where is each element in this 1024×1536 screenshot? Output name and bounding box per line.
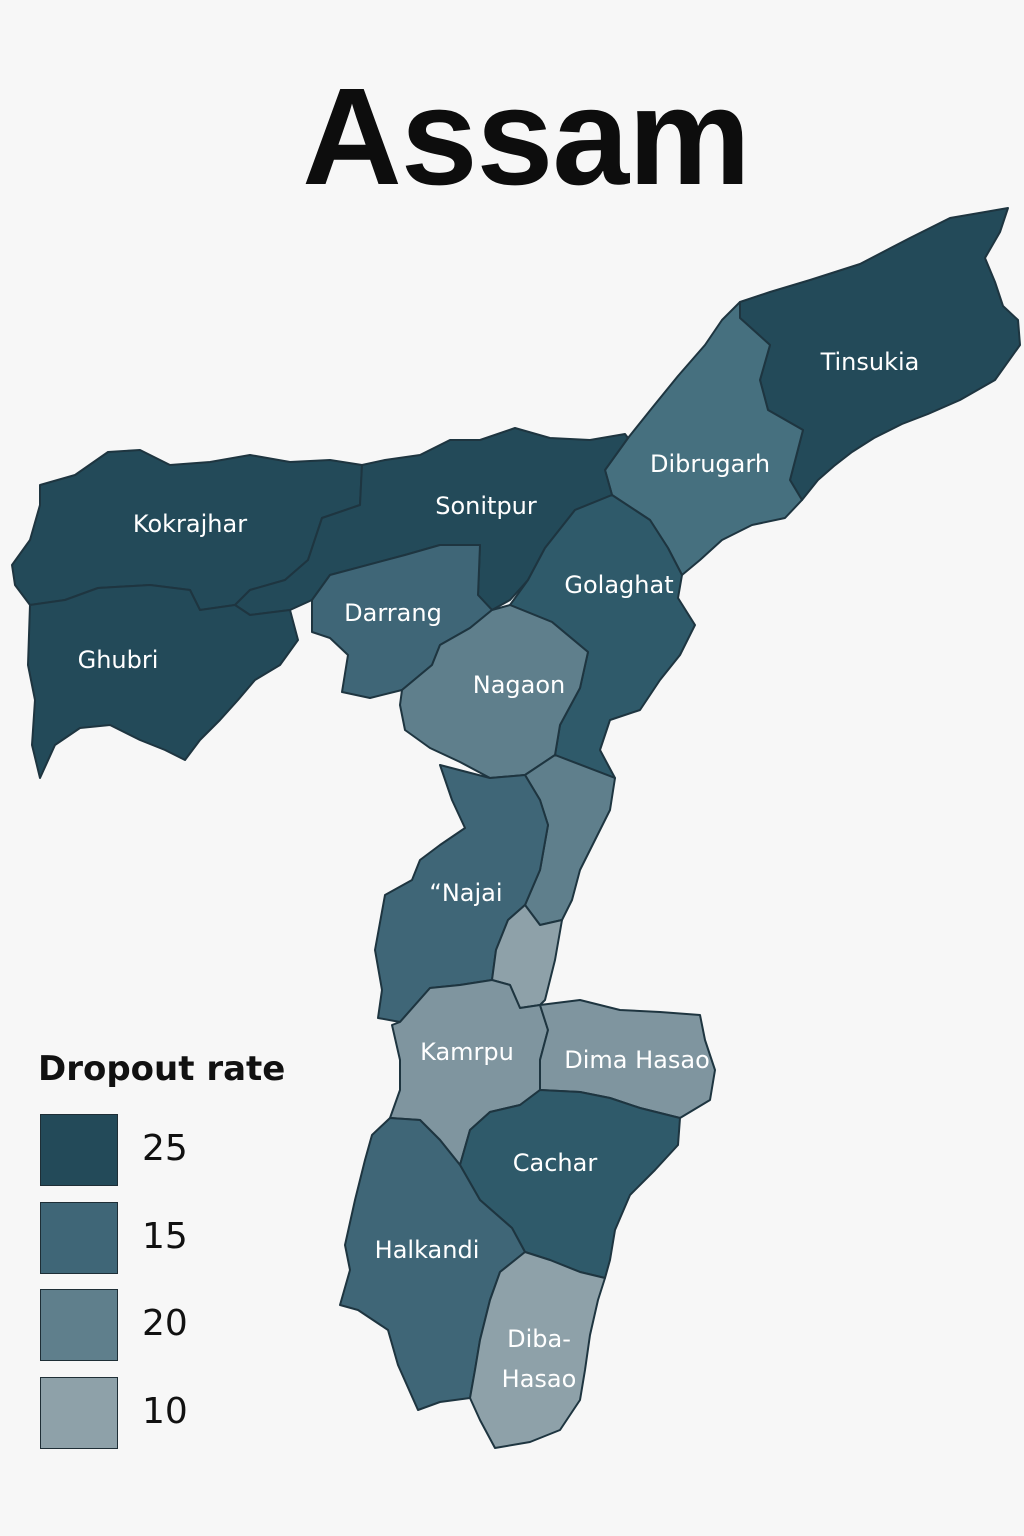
label-kamrpu: Kamrpu	[420, 1038, 514, 1066]
label-dibrugarh: Dibrugarh	[650, 450, 770, 478]
label-tinsukia: Tinsukia	[820, 348, 920, 376]
legend-swatch	[40, 1289, 118, 1361]
district-sonitpur[interactable]	[234, 427, 629, 616]
legend-label: 20	[142, 1303, 188, 1344]
legend-label: 10	[142, 1391, 188, 1432]
label-dima-hasao: Dima Hasao	[564, 1046, 710, 1074]
label-kokrajhar: Kokrajhar	[133, 510, 247, 538]
label-halkandi: Halkandi	[375, 1236, 480, 1264]
label-diba: Diba-	[507, 1325, 571, 1353]
label-sonitpur: Sonitpur	[435, 492, 537, 520]
legend-label: 15	[142, 1216, 188, 1257]
legend-item-15: 15	[38, 1202, 278, 1276]
district-dibrugarh[interactable]	[604, 301, 804, 576]
legend-item-10: 10	[38, 1377, 278, 1451]
legend-item-25: 25	[38, 1114, 278, 1188]
label-cachar: Cachar	[513, 1149, 598, 1177]
legend-title: Dropout rate	[38, 1049, 286, 1089]
district-halkandi[interactable]	[339, 1117, 526, 1411]
legend-swatch	[40, 1202, 118, 1274]
district-golaghat[interactable]	[509, 494, 696, 779]
district-dima-hasao[interactable]	[539, 999, 716, 1119]
label-hasao: Hasao	[502, 1365, 577, 1393]
district-ghubri[interactable]	[27, 584, 299, 779]
label-golaghat: Golaghat	[564, 571, 673, 599]
legend: Dropout rate 25 15 20 10	[38, 1044, 286, 1449]
legend-swatch	[40, 1377, 118, 1449]
label-najai: “Najai	[429, 879, 502, 907]
label-ghubri: Ghubri	[78, 646, 159, 674]
label-nagaon: Nagaon	[473, 671, 566, 699]
label-darrang: Darrang	[344, 599, 442, 627]
district-light-strip[interactable]	[491, 904, 563, 1009]
legend-item-20: 20	[38, 1289, 278, 1363]
map-title: Assam	[302, 60, 751, 214]
district-diba-hasao[interactable]	[469, 1251, 606, 1449]
legend-label: 25	[142, 1128, 188, 1169]
district-tinsukia[interactable]	[739, 207, 1021, 501]
district-nagaon[interactable]	[399, 604, 589, 779]
legend-swatch	[40, 1114, 118, 1186]
